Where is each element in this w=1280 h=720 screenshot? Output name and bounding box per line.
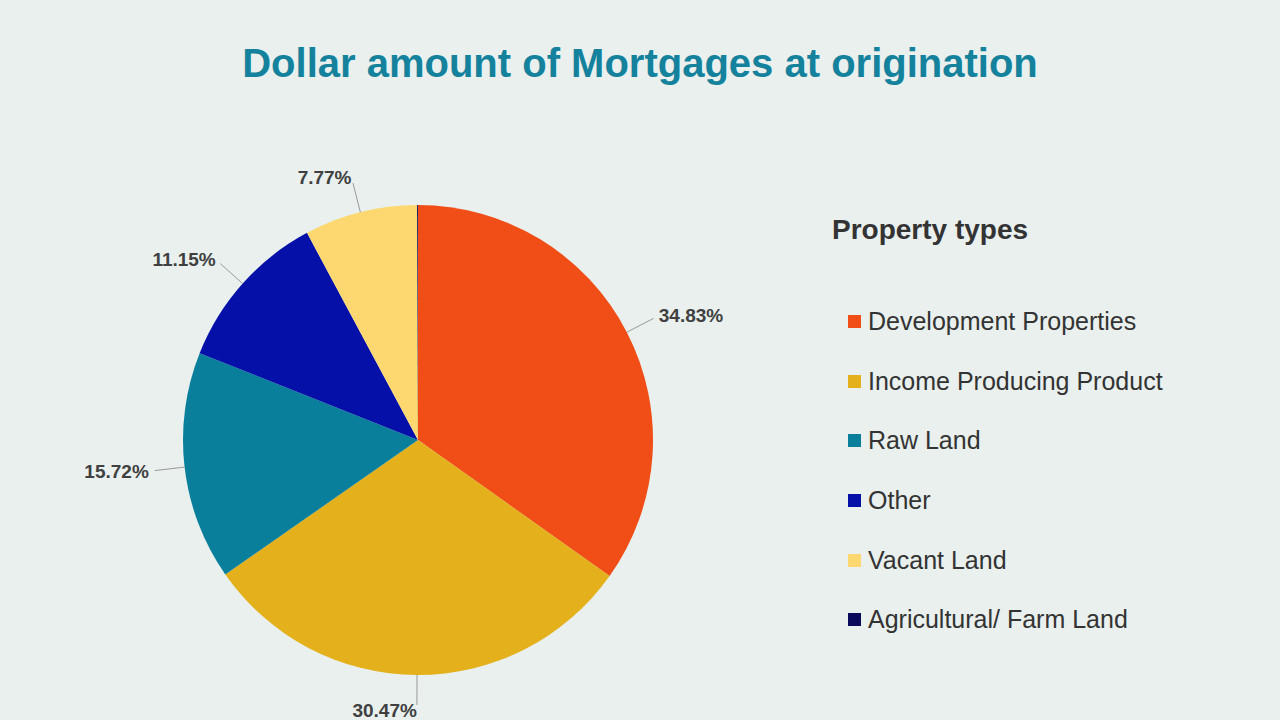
svg-text:34.83%: 34.83%	[659, 305, 724, 326]
html-text:Other: Other	[868, 486, 931, 515]
html-text:Dollar amount of Mortgages at: Dollar amount of Mortgages at originatio…	[242, 41, 1038, 85]
html-text:Income Producing Product: Income Producing Product	[868, 366, 1163, 395]
svg-text:11.15%: 11.15%	[152, 249, 215, 270]
html-text:Development Properties: Development Properties	[868, 307, 1137, 336]
html-text:Agricultural/ Farm Land: Agricultural/ Farm Land	[868, 605, 1128, 634]
svg-text:7.77%: 7.77%	[298, 167, 352, 188]
svg-text:15.72%: 15.72%	[84, 461, 149, 482]
html-text:Vacant Land: Vacant Land	[868, 545, 1007, 574]
html-text:Raw Land: Raw Land	[868, 426, 981, 455]
svg-text:30.47%: 30.47%	[352, 700, 417, 720]
html-text:Property types: Property types	[832, 214, 1029, 245]
